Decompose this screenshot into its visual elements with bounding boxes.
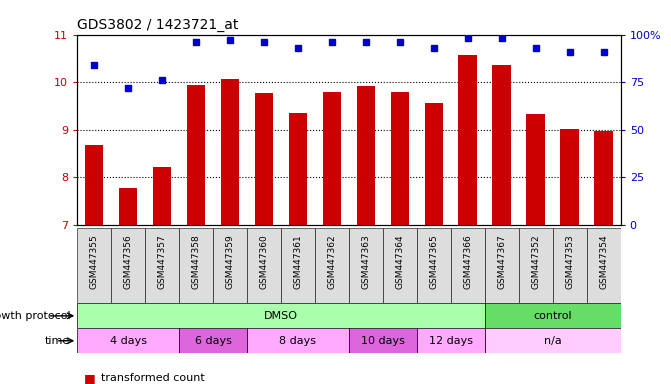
Bar [485,328,621,353]
Bar [553,228,586,303]
Text: GSM447357: GSM447357 [158,235,166,289]
Bar [451,228,485,303]
Bar [391,92,409,225]
Bar [179,328,247,353]
Text: GSM447363: GSM447363 [362,235,370,289]
Bar [560,129,579,225]
Text: 6 days: 6 days [195,336,231,346]
Bar [77,303,485,328]
Bar [85,145,103,225]
Text: ■: ■ [84,372,96,384]
Bar [485,228,519,303]
Bar [77,328,179,353]
Bar [425,103,443,225]
Bar [417,228,451,303]
Text: 8 days: 8 days [279,336,317,346]
Text: GDS3802 / 1423721_at: GDS3802 / 1423721_at [77,18,238,32]
Text: GSM447361: GSM447361 [293,235,303,289]
Text: n/a: n/a [544,336,562,346]
Bar [349,328,417,353]
Bar [221,79,240,225]
Bar [315,228,349,303]
Text: GSM447366: GSM447366 [463,235,472,289]
Bar [179,228,213,303]
Bar [281,228,315,303]
Bar [77,228,111,303]
Text: GSM447360: GSM447360 [260,235,268,289]
Bar [247,228,281,303]
Text: GSM447358: GSM447358 [191,235,201,289]
Text: DMSO: DMSO [264,311,298,321]
Bar [323,92,342,225]
Text: GSM447354: GSM447354 [599,235,608,289]
Bar [586,228,621,303]
Bar [595,131,613,225]
Text: 4 days: 4 days [109,336,147,346]
Text: control: control [533,311,572,321]
Bar [458,55,477,225]
Text: 12 days: 12 days [429,336,473,346]
Text: GSM447359: GSM447359 [225,235,235,289]
Text: GSM447367: GSM447367 [497,235,507,289]
Bar [383,228,417,303]
Bar [417,328,485,353]
Text: GSM447356: GSM447356 [123,235,133,289]
Bar [145,228,179,303]
Bar [187,85,205,225]
Bar [247,328,349,353]
Bar [356,86,375,225]
Bar [485,303,621,328]
Text: GSM447364: GSM447364 [395,235,405,289]
Bar [255,93,273,225]
Text: transformed count: transformed count [101,373,205,383]
Text: GSM447353: GSM447353 [565,235,574,289]
Text: time: time [45,336,70,346]
Text: GSM447355: GSM447355 [90,235,99,289]
Bar [153,167,171,225]
Bar [213,228,247,303]
Bar [119,187,138,225]
Bar [289,113,307,225]
Text: GSM447362: GSM447362 [327,235,336,289]
Text: GSM447365: GSM447365 [429,235,438,289]
Text: 10 days: 10 days [361,336,405,346]
Bar [493,65,511,225]
Bar [519,228,553,303]
Text: growth protocol: growth protocol [0,311,70,321]
Bar [349,228,383,303]
Bar [111,228,145,303]
Bar [527,114,545,225]
Text: GSM447352: GSM447352 [531,235,540,289]
